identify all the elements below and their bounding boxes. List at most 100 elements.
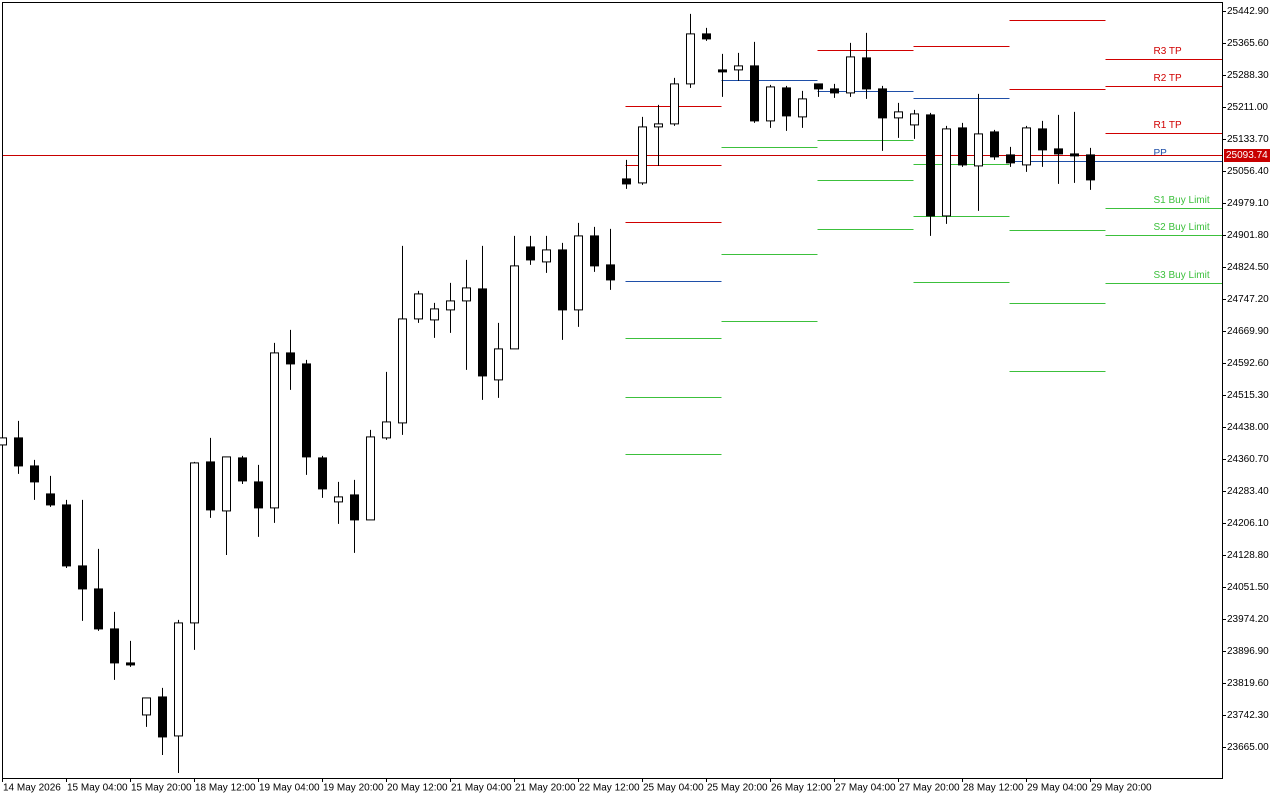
x-tick-label: 18 May 12:00 xyxy=(195,783,256,794)
candle-body xyxy=(206,461,215,511)
candle-body xyxy=(0,437,7,446)
candle-body xyxy=(686,33,695,85)
y-tick-label: 24824.50 xyxy=(1227,262,1269,273)
candle-body xyxy=(366,436,375,521)
y-tick-label: 24669.90 xyxy=(1227,326,1269,337)
y-tick-label: 25365.60 xyxy=(1227,38,1269,49)
candle-body xyxy=(606,264,615,281)
candle-body xyxy=(462,287,471,302)
candle-body xyxy=(286,352,295,365)
current-price-tag xyxy=(1224,149,1270,162)
candle-body xyxy=(494,348,503,381)
candle-body xyxy=(94,588,103,630)
x-tick-label: 28 May 12:00 xyxy=(963,783,1024,794)
y-tick-label: 23819.60 xyxy=(1227,678,1269,689)
x-tick-label: 25 May 20:00 xyxy=(707,783,768,794)
x-tick-label: 27 May 20:00 xyxy=(899,783,960,794)
candle-body xyxy=(30,465,39,483)
candle-body xyxy=(174,622,183,737)
candle-body xyxy=(638,126,647,184)
current-price-label: 25093.74 xyxy=(1226,150,1268,161)
y-tick-label: 23742.30 xyxy=(1227,710,1269,721)
candle-body xyxy=(574,235,583,311)
y-tick-label: 24128.80 xyxy=(1227,550,1269,561)
y-tick-label: 25133.70 xyxy=(1227,134,1269,145)
candle-body xyxy=(1054,148,1063,155)
y-tick-label: 23974.20 xyxy=(1227,614,1269,625)
x-tick-label: 19 May 20:00 xyxy=(323,783,384,794)
x-tick-label: 22 May 12:00 xyxy=(579,783,640,794)
candle-body xyxy=(718,69,727,73)
candle-body xyxy=(350,494,359,521)
candle-body xyxy=(430,308,439,321)
y-tick-label: 24747.20 xyxy=(1227,294,1269,305)
y-tick-label: 23665.00 xyxy=(1227,742,1269,753)
candle-body xyxy=(510,265,519,350)
candle-body xyxy=(254,481,263,509)
candle-body xyxy=(270,352,279,509)
y-tick-label: 24438.00 xyxy=(1227,422,1269,433)
y-tick-label: 24901.80 xyxy=(1227,230,1269,241)
candle-body xyxy=(398,318,407,424)
candle-body xyxy=(1086,154,1095,181)
y-tick-label: 24979.10 xyxy=(1227,198,1269,209)
y-tick-label: 24206.10 xyxy=(1227,518,1269,529)
x-tick-label: 29 May 20:00 xyxy=(1091,783,1152,794)
candle-body xyxy=(110,628,119,664)
x-tick-label: 19 May 04:00 xyxy=(259,783,320,794)
x-tick-label: 29 May 04:00 xyxy=(1027,783,1088,794)
y-tick-label: 24592.60 xyxy=(1227,358,1269,369)
y-tick-label: 24360.70 xyxy=(1227,454,1269,465)
candle-body xyxy=(1070,153,1079,157)
x-tick-label: 20 May 12:00 xyxy=(387,783,448,794)
x-tick-label: 27 May 04:00 xyxy=(835,783,896,794)
candle-body xyxy=(334,496,343,503)
candle-body xyxy=(190,462,199,624)
x-tick-label: 25 May 04:00 xyxy=(643,783,704,794)
candle-body xyxy=(814,83,823,90)
candle-body xyxy=(1006,154,1015,164)
candle-body xyxy=(542,249,551,263)
x-tick-label: 21 May 04:00 xyxy=(451,783,512,794)
pivot-label: S3 Buy Limit xyxy=(1154,270,1210,281)
candle-body xyxy=(862,57,871,90)
candle-body xyxy=(846,56,855,94)
candle-body xyxy=(990,131,999,158)
candle-body xyxy=(622,178,631,185)
candle-body xyxy=(1038,128,1047,151)
y-tick-label: 23896.90 xyxy=(1227,646,1269,657)
candle-body xyxy=(942,128,951,217)
x-tick-label: 14 May 2026 xyxy=(3,783,61,794)
pivot-label: R3 TP xyxy=(1154,46,1182,57)
candle-body xyxy=(734,65,743,71)
candle-body xyxy=(910,113,919,126)
y-tick-label: 25211.00 xyxy=(1227,102,1268,113)
candle-body xyxy=(14,437,23,467)
pivot-label: PP xyxy=(1154,148,1168,159)
x-tick-label: 26 May 12:00 xyxy=(771,783,832,794)
candle-body xyxy=(974,133,983,167)
candle-body xyxy=(830,88,839,94)
pivot-label: S1 Buy Limit xyxy=(1154,195,1210,206)
candle-body xyxy=(878,88,887,119)
candle-body xyxy=(222,456,231,512)
x-tick-label: 15 May 04:00 xyxy=(67,783,128,794)
candle-body xyxy=(670,83,679,125)
x-tick-label: 21 May 20:00 xyxy=(515,783,576,794)
candle-body xyxy=(654,123,663,128)
candle-body xyxy=(46,493,55,506)
candle-body xyxy=(590,235,599,267)
candle-body xyxy=(78,565,87,590)
candle-body xyxy=(478,288,487,377)
candle-body xyxy=(782,87,791,117)
y-tick-label: 24283.40 xyxy=(1227,486,1269,497)
candle-body xyxy=(238,457,247,482)
candle-body xyxy=(1022,127,1031,166)
candle-body xyxy=(302,363,311,458)
y-tick-label: 25442.90 xyxy=(1227,6,1269,17)
candle-body xyxy=(382,421,391,439)
candle-body xyxy=(142,697,151,716)
candle-body xyxy=(62,504,71,567)
x-tick-label: 15 May 20:00 xyxy=(131,783,192,794)
